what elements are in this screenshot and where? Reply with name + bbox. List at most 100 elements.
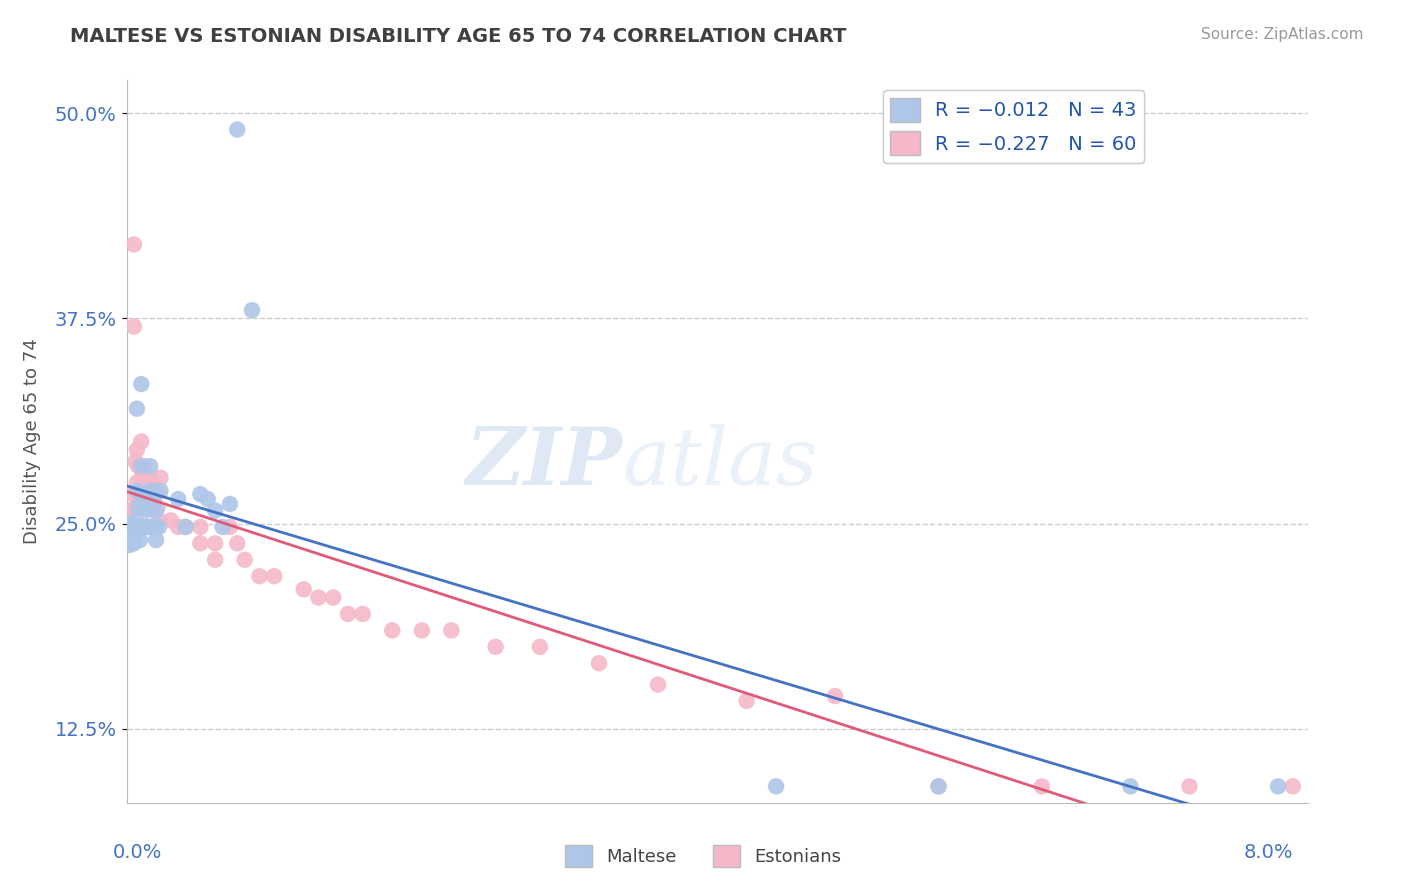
Point (141, 520, 163, 534)
Point (129, 377, 153, 392)
Point (120, 516, 142, 531)
Point (292, 582, 315, 597)
Point (141, 475, 163, 490)
Point (124, 454, 146, 468)
Point (136, 487, 159, 501)
Point (134, 459, 156, 474)
Point (120, 503, 142, 517)
Point (233, 553, 256, 567)
Point (135, 475, 157, 490)
Point (219, 497, 242, 511)
Point (127, 520, 149, 534)
Point (139, 483, 162, 498)
Point (132, 470, 155, 484)
Point (211, 520, 233, 534)
Point (127, 500, 149, 515)
Point (129, 487, 153, 501)
Point (352, 607, 374, 621)
Point (142, 487, 165, 501)
Text: Source: ZipAtlas.com: Source: ZipAtlas.com (1201, 27, 1364, 42)
Point (529, 640, 551, 654)
Point (139, 459, 162, 474)
Point (128, 533, 150, 547)
Point (122, 237, 145, 252)
Point (484, 640, 508, 654)
Point (124, 513, 146, 527)
Point (125, 475, 148, 490)
Point (219, 520, 242, 534)
Point (125, 483, 148, 498)
Point (145, 487, 167, 501)
Point (381, 624, 404, 638)
Point (145, 533, 167, 547)
Point (129, 434, 153, 449)
Point (148, 520, 170, 534)
Point (307, 591, 329, 605)
Point (1282, 780, 1305, 794)
Point (129, 459, 153, 474)
Point (204, 536, 226, 550)
Point (145, 520, 167, 534)
Point (145, 503, 167, 517)
Point (122, 524, 145, 539)
Point (204, 503, 226, 517)
Point (1119, 780, 1142, 794)
Point (127, 459, 149, 474)
Point (122, 319, 145, 334)
Point (204, 553, 226, 567)
Point (125, 442, 148, 457)
Point (121, 487, 143, 501)
Point (240, 303, 263, 318)
Point (735, 694, 758, 708)
Point (174, 520, 197, 534)
Point (167, 491, 190, 506)
Point (928, 780, 950, 794)
Point (226, 536, 249, 550)
Y-axis label: Disability Age 65 to 74: Disability Age 65 to 74 (22, 339, 41, 544)
Point (588, 657, 610, 671)
Point (135, 520, 157, 534)
Point (1178, 780, 1201, 794)
Point (1267, 780, 1289, 794)
Text: 0.0%: 0.0% (112, 843, 162, 862)
Point (149, 483, 172, 498)
Point (188, 520, 212, 534)
Point (226, 122, 249, 136)
Point (337, 607, 360, 621)
Point (440, 624, 463, 638)
Point (1031, 780, 1053, 794)
Legend: R = −0.012   N = 43, R = −0.227   N = 60: R = −0.012 N = 43, R = −0.227 N = 60 (883, 90, 1144, 162)
Point (128, 520, 150, 534)
Point (129, 520, 153, 534)
Point (188, 536, 212, 550)
Text: ZIP: ZIP (465, 425, 623, 502)
Point (411, 624, 433, 638)
Point (125, 401, 148, 416)
Point (148, 513, 170, 527)
Point (139, 470, 162, 484)
Point (167, 520, 190, 534)
Point (134, 500, 156, 515)
Point (188, 487, 212, 501)
Point (160, 513, 183, 527)
Point (143, 503, 166, 517)
Point (174, 520, 197, 534)
Point (263, 569, 285, 583)
Point (146, 500, 169, 515)
Point (928, 780, 950, 794)
Text: atlas: atlas (623, 425, 818, 502)
Point (149, 470, 172, 484)
Point (129, 520, 153, 534)
Point (647, 677, 669, 691)
Text: 8.0%: 8.0% (1244, 843, 1294, 862)
Point (824, 689, 846, 703)
Point (124, 500, 146, 515)
Legend: Maltese, Estonians: Maltese, Estonians (558, 838, 848, 874)
Point (118, 520, 141, 534)
Point (118, 538, 141, 552)
Point (197, 491, 219, 506)
Point (118, 530, 141, 544)
Point (138, 520, 160, 534)
Point (765, 780, 787, 794)
Text: MALTESE VS ESTONIAN DISABILITY AGE 65 TO 74 CORRELATION CHART: MALTESE VS ESTONIAN DISABILITY AGE 65 TO… (70, 27, 846, 45)
